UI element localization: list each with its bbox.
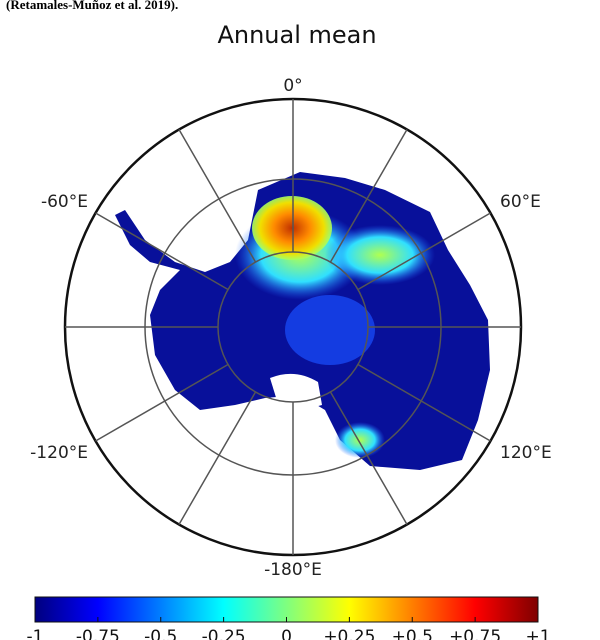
lon-label: 0° (283, 76, 302, 96)
lon-label: 60°E (500, 192, 541, 212)
map (63, 97, 523, 557)
high-region (325, 225, 435, 285)
lon-label: -180°E (264, 560, 322, 580)
meridian (95, 212, 229, 291)
continent (115, 172, 490, 470)
meridian (95, 363, 229, 442)
meridian (329, 391, 408, 525)
caption: (Retamales-Muñoz et al. 2019). (6, 0, 178, 12)
colorbar-tick-label: +0.25 (323, 627, 375, 640)
colorbar-tick-label: +0.5 (392, 627, 433, 640)
colorbar-tick-label: -0.5 (144, 627, 177, 640)
peak-region (252, 196, 332, 260)
meridian (357, 212, 491, 291)
lon-label: -120°E (30, 443, 88, 463)
colorbar-tick-label: -0.75 (76, 627, 120, 640)
mid-region (285, 295, 375, 365)
colorbar-tick-label: -1 (27, 627, 44, 640)
meridian (329, 129, 408, 263)
meridian (357, 363, 491, 442)
lon-label: 120°E (500, 443, 552, 463)
colorbar-tick-label: -0.25 (202, 627, 246, 640)
map-title: Annual mean (217, 21, 376, 49)
colorbar-tick-label: +1 (525, 627, 550, 640)
colorbar-tick-label: +0.75 (449, 627, 501, 640)
meridian (178, 391, 257, 525)
meridian (178, 129, 257, 263)
lon-label: -60°E (41, 192, 88, 212)
high-region (335, 422, 385, 458)
colorbar-tick-label: 0 (281, 627, 292, 640)
